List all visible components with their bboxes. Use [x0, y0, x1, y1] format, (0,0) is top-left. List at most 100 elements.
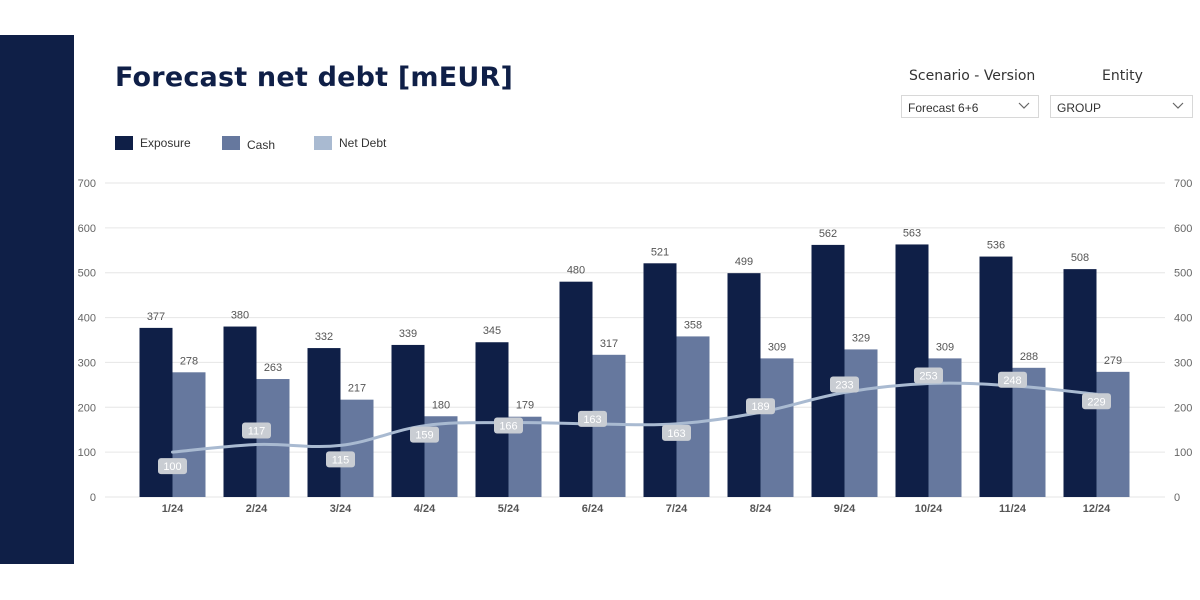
- y-tick-label: 100: [78, 447, 96, 459]
- bar-exposure: [1063, 269, 1097, 497]
- x-tick-label: 5/24: [498, 503, 520, 515]
- bar-exposure: [223, 326, 257, 497]
- x-tick-label: 2/24: [246, 503, 268, 515]
- bar-exposure: [643, 263, 677, 497]
- data-label-cash: 309: [768, 341, 786, 353]
- data-label-net-debt: 189: [751, 401, 769, 413]
- bar-exposure: [307, 348, 341, 497]
- data-label-cash: 288: [1020, 351, 1038, 363]
- y-tick-label: 600: [78, 223, 96, 235]
- bar-cash: [1096, 371, 1130, 497]
- data-label-exposure: 377: [147, 311, 165, 323]
- y2-tick-label: 400: [1174, 313, 1192, 325]
- legend-swatch-cash: [222, 136, 240, 150]
- data-label-bg-net-debt: [158, 458, 187, 475]
- legend-label-cash: Cash: [247, 138, 276, 152]
- bar-cash: [340, 399, 374, 497]
- data-label-exposure: 499: [735, 256, 753, 268]
- data-label-net-debt: 159: [415, 430, 433, 442]
- data-label-cash: 263: [264, 362, 282, 374]
- x-tick-label: 3/24: [330, 503, 352, 515]
- x-tick-label: 11/24: [999, 503, 1027, 515]
- bar-cash: [172, 372, 206, 497]
- data-label-exposure: 562: [819, 228, 837, 240]
- legend-label-exposure: Exposure: [140, 136, 191, 150]
- scenario-version-dropdown[interactable]: Forecast 6+6: [901, 95, 1039, 118]
- data-label-cash: 317: [600, 338, 618, 350]
- data-label-net-debt: 117: [248, 426, 266, 438]
- data-label-bg-net-debt: [914, 367, 943, 384]
- data-label-bg-net-debt: [494, 417, 523, 434]
- y-tick-label: 300: [78, 357, 96, 369]
- data-label-cash: 329: [852, 332, 870, 344]
- bar-cash: [676, 336, 710, 497]
- entity-dropdown[interactable]: GROUP: [1050, 95, 1193, 118]
- y-tick-label: 200: [78, 402, 96, 414]
- data-label-exposure: 380: [231, 310, 249, 322]
- data-label-exposure: 536: [987, 240, 1005, 252]
- data-label-net-debt: 248: [1003, 375, 1021, 387]
- legend-label-net-debt: Net Debt: [339, 136, 387, 150]
- scenario-version-value: Forecast 6+6: [908, 101, 979, 115]
- data-label-net-debt: 253: [919, 371, 937, 383]
- data-label-exposure: 345: [483, 325, 501, 337]
- data-label-bg-net-debt: [746, 398, 775, 415]
- y-tick-label: 400: [78, 313, 96, 325]
- data-label-exposure: 563: [903, 227, 921, 239]
- data-label-cash: 179: [516, 400, 534, 412]
- bar-exposure: [559, 281, 593, 497]
- bar-cash: [844, 349, 878, 497]
- y-tick-label: 700: [78, 178, 96, 190]
- data-label-exposure: 332: [315, 331, 333, 343]
- x-tick-label: 6/24: [582, 503, 604, 515]
- data-label-exposure: 521: [651, 246, 669, 258]
- data-label-cash: 180: [432, 399, 450, 411]
- legend-swatch-exposure: [115, 136, 133, 150]
- x-tick-label: 7/24: [666, 503, 688, 515]
- bar-exposure: [811, 244, 845, 497]
- x-tick-label: 4/24: [414, 503, 436, 515]
- sidebar: [0, 35, 74, 564]
- data-label-bg-net-debt: [326, 451, 355, 468]
- y2-tick-label: 600: [1174, 223, 1192, 235]
- bar-exposure: [391, 344, 425, 497]
- data-label-net-debt: 163: [667, 428, 685, 440]
- x-tick-label: 10/24: [915, 503, 943, 515]
- y2-tick-label: 200: [1174, 402, 1192, 414]
- chevron-down-icon: [1172, 102, 1184, 109]
- data-label-net-debt: 163: [583, 414, 601, 426]
- y2-tick-label: 500: [1174, 268, 1192, 280]
- entity-label: Entity: [1102, 68, 1143, 84]
- data-label-bg-net-debt: [578, 410, 607, 427]
- data-label-cash: 309: [936, 341, 954, 353]
- data-label-cash: 358: [684, 319, 702, 331]
- x-tick-label: 1/24: [162, 503, 184, 515]
- legend-swatch-net-debt: [314, 136, 332, 150]
- data-label-bg-net-debt: [1082, 393, 1111, 410]
- y2-tick-label: 700: [1174, 178, 1192, 190]
- data-label-cash: 279: [1104, 355, 1122, 367]
- x-tick-label: 9/24: [834, 503, 856, 515]
- data-label-net-debt: 115: [332, 454, 350, 466]
- data-label-net-debt: 229: [1087, 396, 1105, 408]
- data-label-bg-net-debt: [830, 376, 859, 393]
- data-label-bg-net-debt: [410, 426, 439, 443]
- data-label-exposure: 339: [399, 328, 417, 340]
- data-label-bg-net-debt: [662, 424, 691, 441]
- y2-tick-label: 0: [1174, 492, 1180, 504]
- data-label-net-debt: 100: [163, 461, 181, 473]
- data-label-bg-net-debt: [242, 422, 271, 439]
- data-label-exposure: 508: [1071, 252, 1089, 264]
- y2-tick-label: 300: [1174, 357, 1192, 369]
- bar-exposure: [727, 273, 761, 497]
- bar-cash: [760, 358, 794, 497]
- data-label-bg-net-debt: [998, 371, 1027, 388]
- data-label-cash: 217: [348, 383, 366, 395]
- data-label-net-debt: 166: [499, 421, 517, 433]
- data-label-cash: 278: [180, 355, 198, 367]
- data-label-net-debt: 233: [835, 379, 853, 391]
- chevron-down-icon: [1018, 102, 1030, 109]
- data-label-exposure: 480: [567, 265, 585, 277]
- x-tick-label: 8/24: [750, 503, 772, 515]
